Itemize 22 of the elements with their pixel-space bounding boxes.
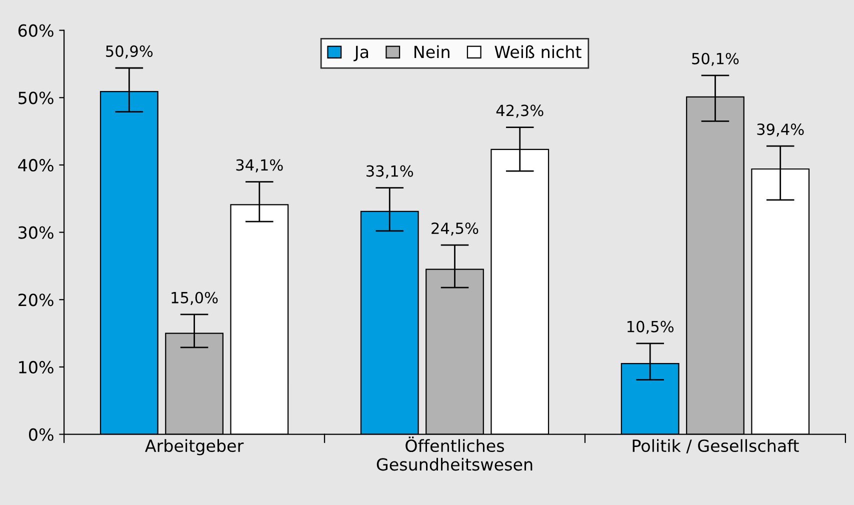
y-tick-label: 40%	[18, 158, 54, 172]
y-tick-label: 60%	[18, 24, 54, 37]
y-tick-label: 0%	[28, 428, 54, 441]
y-tick-label: 20%	[18, 294, 54, 306]
data-label: 50,9%	[106, 45, 153, 59]
legend-label: Weiß nicht	[494, 45, 582, 58]
legend-label: Ja	[354, 46, 368, 62]
data-label: 42,3%	[496, 104, 544, 118]
data-label: 24,5%	[432, 222, 478, 236]
y-tick-label: 30%	[18, 226, 54, 239]
data-label: 33,1%	[366, 165, 414, 178]
x-tick-label: Arbeitgeber	[145, 439, 244, 456]
y-tick-label: 10%	[19, 360, 54, 374]
data-label: 50,1%	[692, 52, 739, 66]
x-tick-label: Politik / Gesellschaft	[632, 439, 799, 454]
data-label: 34,1%	[236, 159, 283, 172]
y-tick-label: 50%	[18, 92, 54, 104]
data-label: 10,5%	[628, 320, 674, 334]
data-label: 39,4%	[757, 124, 804, 137]
x-tick-label: Öffentliches Gesundheitswesen	[376, 436, 532, 471]
data-label: 15,0%	[172, 292, 218, 305]
legend-label: Nein	[414, 45, 450, 58]
